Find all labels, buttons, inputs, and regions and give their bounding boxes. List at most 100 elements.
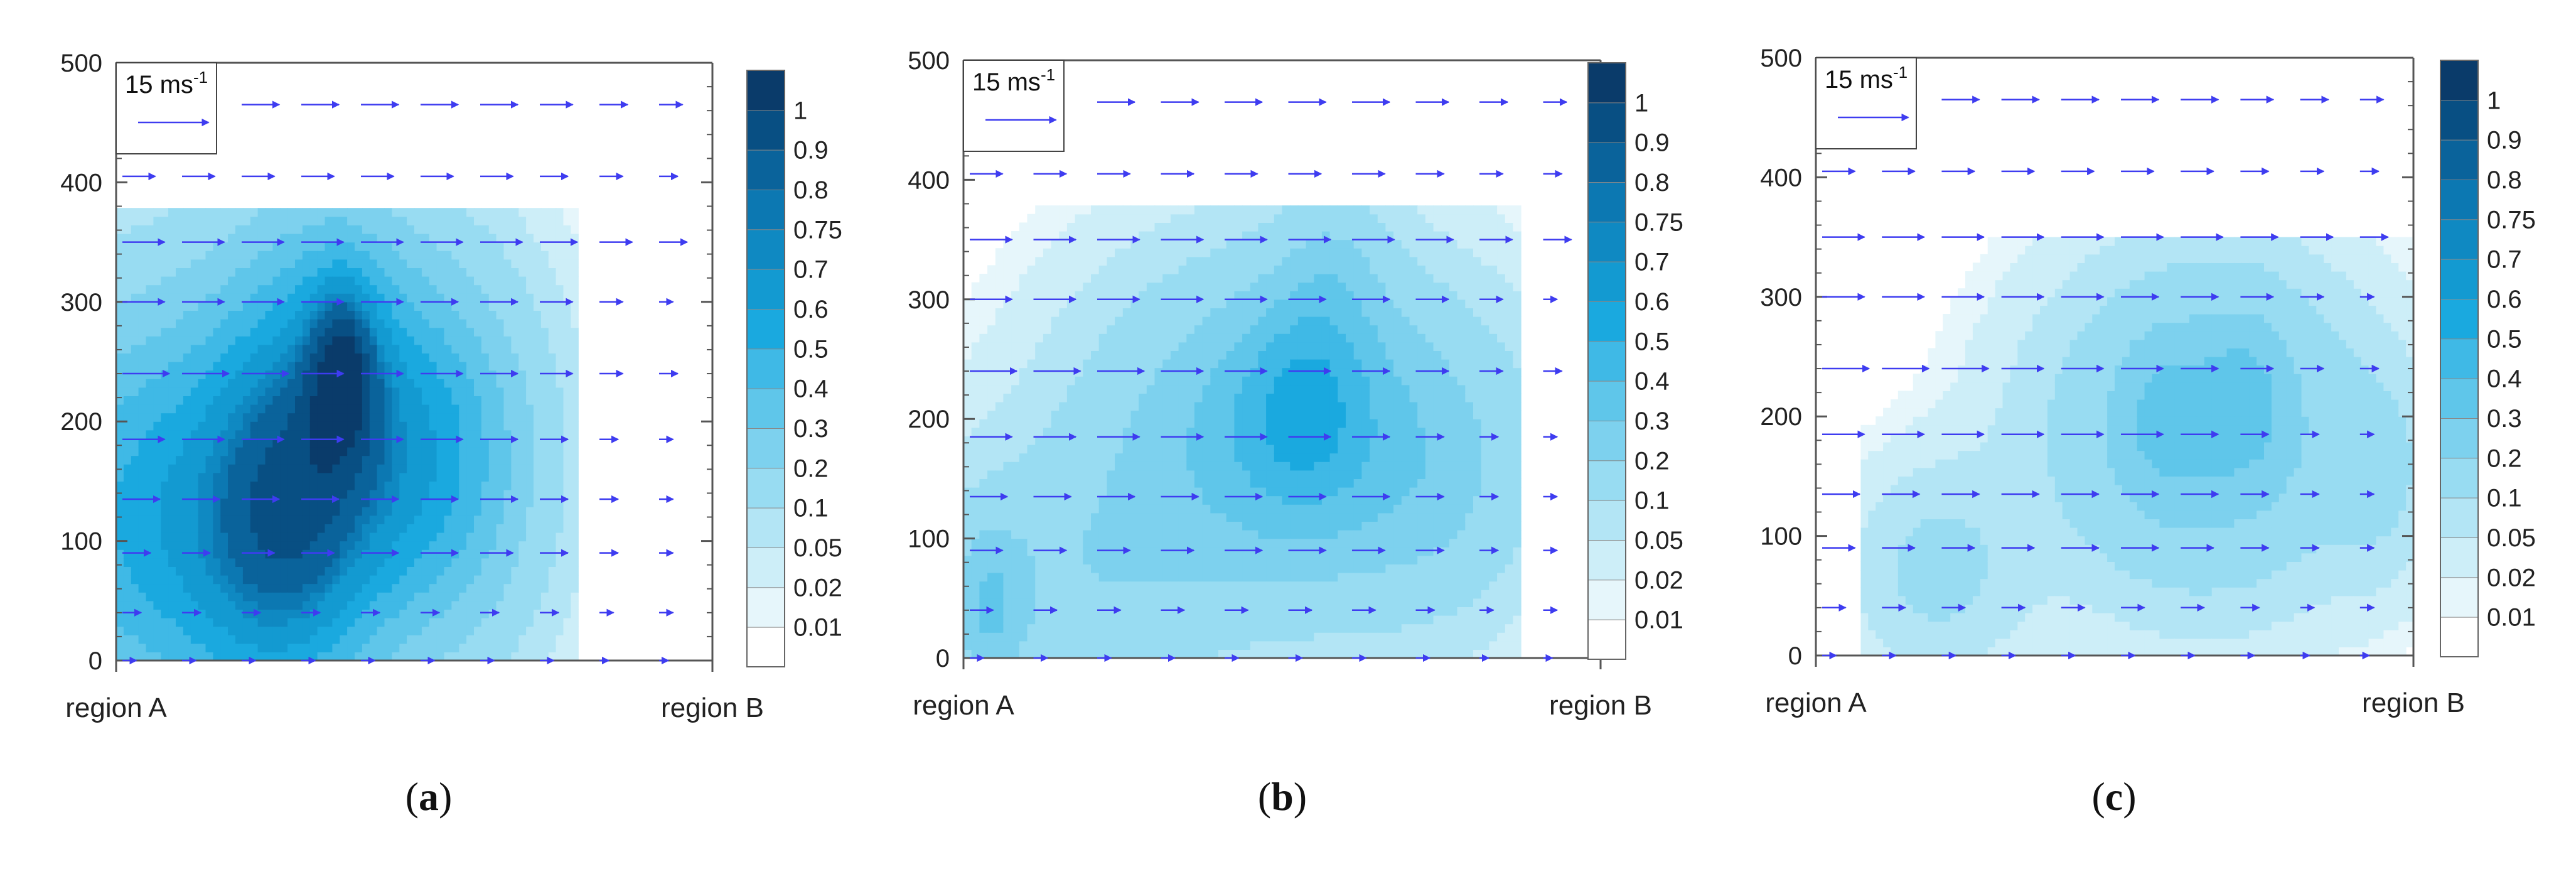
- contour-cell: [377, 498, 385, 507]
- contour-cell: [138, 251, 147, 260]
- contour-cell: [1098, 222, 1107, 232]
- contour-cell: [250, 404, 259, 414]
- contour-cell: [190, 498, 199, 507]
- contour-cell: [1083, 564, 1092, 573]
- contour-cell: [1075, 453, 1083, 462]
- contour-cell: [280, 336, 288, 345]
- contour-cell: [963, 547, 972, 556]
- contour-cell: [1115, 376, 1124, 386]
- contour-cell: [1162, 590, 1171, 599]
- contour-cell: [540, 575, 549, 585]
- contour-cell: [198, 310, 207, 320]
- contour-cell: [369, 652, 378, 661]
- contour-cell: [116, 387, 124, 396]
- contour-cell: [377, 319, 385, 328]
- contour-cell: [1083, 598, 1092, 607]
- contour-cell: [1043, 282, 1052, 291]
- contour-cell: [340, 353, 348, 362]
- contour-cell: [272, 541, 281, 550]
- contour-cell: [496, 472, 505, 482]
- contour-cell: [153, 490, 161, 499]
- contour-cell: [384, 293, 392, 303]
- contour-cell: [1035, 427, 1044, 436]
- contour-cell: [1059, 282, 1068, 291]
- contour-cell: [123, 216, 132, 225]
- contour-cell: [250, 524, 259, 533]
- contour-cell: [1170, 342, 1179, 351]
- contour-cell: [1011, 299, 1020, 308]
- contour-cell: [399, 327, 407, 337]
- contour-cell: [362, 438, 370, 448]
- contour-cell: [1051, 504, 1060, 514]
- contour-cell: [295, 490, 303, 499]
- contour-cell: [325, 575, 333, 585]
- contour-cell: [213, 532, 221, 542]
- contour-cell: [161, 284, 169, 294]
- contour-cell: [1139, 538, 1147, 548]
- colorbar-box: [746, 269, 785, 310]
- contour-cell: [571, 413, 579, 422]
- contour-cell: [131, 208, 139, 217]
- contour-cell: [1122, 555, 1132, 564]
- contour-cell: [183, 549, 191, 559]
- contour-cell: [429, 404, 437, 414]
- contour-cell: [963, 590, 972, 599]
- contour-cell: [1019, 555, 1028, 564]
- contour-cell: [1011, 640, 1020, 650]
- contour-cell: [176, 276, 184, 286]
- contour-cell: [1178, 453, 1187, 462]
- contour-cell: [176, 626, 184, 635]
- contour-cell: [384, 592, 392, 602]
- contour-cell: [540, 413, 549, 422]
- contour-cell: [421, 396, 430, 405]
- contour-cell: [534, 336, 542, 345]
- contour-cell: [161, 267, 169, 277]
- contour-cell: [526, 387, 534, 396]
- contour-cell: [429, 532, 437, 542]
- contour-cell: [265, 464, 273, 473]
- contour-cell: [979, 555, 988, 564]
- contour-cell: [317, 600, 326, 610]
- contour-cell: [309, 344, 318, 353]
- contour-cell: [414, 293, 422, 303]
- contour-cell: [272, 447, 281, 456]
- contour-cell: [1003, 598, 1012, 607]
- contour-cell: [511, 327, 519, 337]
- contour-cell: [1107, 367, 1115, 377]
- contour-cell: [355, 293, 363, 303]
- contour-cell: [146, 558, 154, 567]
- contour-cell: [1019, 461, 1028, 471]
- contour-cell: [421, 276, 430, 286]
- contour-cell: [295, 626, 303, 635]
- contour-cell: [272, 626, 281, 635]
- contour-cell: [466, 413, 475, 422]
- contour-cell: [963, 333, 972, 343]
- contour-cell: [979, 342, 988, 351]
- contour-cell: [407, 472, 415, 482]
- contour-cell: [1178, 376, 1187, 386]
- contour-cell: [1107, 598, 1115, 607]
- contour-cell: [205, 387, 213, 396]
- contour-cell: [384, 558, 392, 567]
- contour-cell: [526, 242, 534, 251]
- contour-cell: [355, 558, 363, 567]
- contour-cell: [518, 575, 527, 585]
- contour-cell: [168, 327, 176, 337]
- contour-cell: [1107, 445, 1115, 454]
- contour-cell: [153, 566, 161, 576]
- contour-cell: [213, 464, 221, 473]
- contour-cell: [555, 242, 564, 251]
- contour-cell: [1146, 316, 1156, 326]
- contour-cell: [228, 259, 236, 268]
- contour-cell: [1019, 495, 1028, 505]
- contour-cell: [1154, 274, 1163, 283]
- contour-cell: [153, 575, 161, 585]
- contour-cell: [518, 336, 527, 345]
- contour-cell: [325, 635, 333, 644]
- contour-cell: [526, 583, 534, 593]
- contour-cell: [1011, 316, 1020, 326]
- contour-cell: [1091, 478, 1100, 488]
- contour-cell: [235, 609, 244, 618]
- contour-cell: [235, 558, 244, 567]
- contour-cell: [971, 530, 980, 539]
